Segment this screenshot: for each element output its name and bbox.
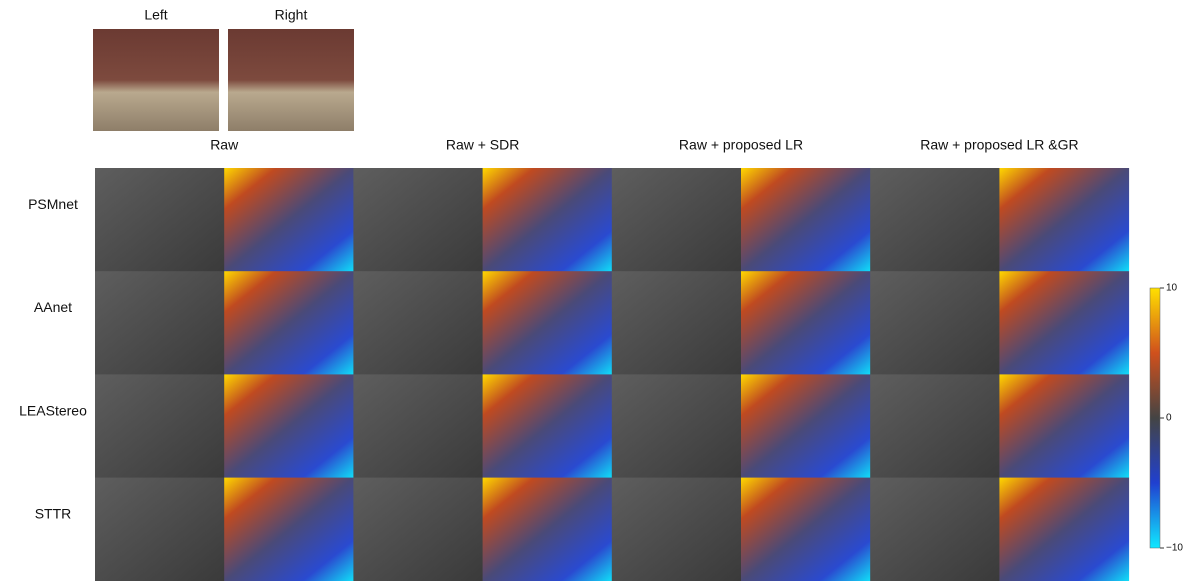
error-map — [741, 168, 871, 272]
column-header: Raw + proposed LR — [679, 137, 803, 153]
disparity-map — [611, 477, 742, 582]
disparity-map — [95, 271, 225, 375]
disparity-map — [870, 477, 1000, 582]
error-map — [999, 168, 1130, 272]
disparity-map — [870, 271, 1000, 375]
disparity-map — [870, 374, 1000, 479]
row-label: LEAStereo — [19, 402, 87, 418]
disparity-map — [353, 477, 484, 582]
error-map — [224, 374, 354, 479]
error-map — [482, 168, 613, 272]
error-map — [741, 271, 871, 375]
disparity-map — [870, 168, 1000, 272]
left-image — [93, 29, 219, 131]
disparity-map — [353, 271, 484, 375]
colorbar-tick-label: −10 — [1166, 543, 1183, 554]
error-map — [482, 271, 613, 375]
disparity-map — [353, 168, 484, 272]
disparity-map — [353, 374, 484, 479]
error-map — [224, 477, 354, 582]
column-header: Raw + SDR — [446, 137, 520, 153]
error-map — [482, 477, 613, 582]
row-label: AAnet — [34, 299, 72, 315]
error-map — [999, 271, 1130, 375]
error-map — [224, 168, 354, 272]
error-map — [741, 477, 871, 582]
disparity-map — [95, 374, 225, 479]
column-header: Raw + proposed LR &GR — [920, 137, 1078, 153]
error-map — [999, 477, 1130, 582]
disparity-map — [95, 477, 225, 582]
error-map — [482, 374, 613, 479]
error-map — [999, 374, 1130, 479]
row-label: PSMnet — [28, 196, 78, 212]
left-label: Left — [144, 7, 167, 23]
error-map — [741, 374, 871, 479]
error-map — [224, 271, 354, 375]
column-header: Raw — [210, 137, 239, 153]
right-image — [228, 29, 354, 131]
disparity-map — [611, 168, 742, 272]
colorbar — [1149, 287, 1161, 549]
colorbar-tick-label: 10 — [1166, 283, 1178, 294]
row-label: STTR — [35, 505, 72, 521]
disparity-map — [95, 168, 225, 272]
disparity-map — [611, 271, 742, 375]
right-label: Right — [275, 7, 308, 23]
colorbar-tick-label: 0 — [1166, 413, 1172, 424]
disparity-map — [611, 374, 742, 479]
